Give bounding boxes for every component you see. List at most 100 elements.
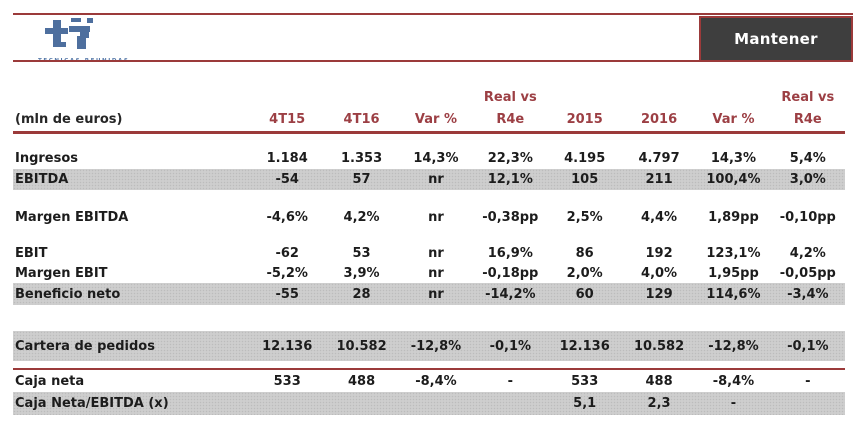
row-spacer [13, 190, 845, 207]
cell: 4,0% [641, 265, 678, 281]
cell: -0,1% [787, 338, 829, 354]
rating-badge: Mantener [699, 16, 853, 62]
cell: 1,89pp [708, 210, 759, 225]
cell: -5,2% [266, 265, 308, 281]
section-divider [13, 368, 845, 370]
cell: 488 [645, 373, 673, 389]
cell: 123,1% [706, 245, 761, 261]
company-logo: TECNICAS REUNIDAS [38, 17, 148, 64]
table-row-beneficio-neto: Beneficio neto -55 28 nr -14,2% 60 129 1… [13, 283, 845, 305]
cell: nr [428, 210, 444, 225]
cell: 2,5% [566, 210, 603, 225]
cell: 5,4% [789, 151, 826, 166]
row-label: Cartera de pedidos [15, 338, 155, 354]
cell: 4,2% [343, 210, 380, 225]
column-header: 2015 [566, 112, 603, 127]
table-row-ebit: EBIT -62 53 nr 16,9% 86 192 123,1% 4,2% [13, 243, 845, 263]
cell: 60 [575, 286, 594, 302]
cell: -4,6% [266, 210, 308, 225]
logo-divider [13, 60, 699, 62]
table-row-ebitda: EBITDA -54 57 nr 12,1% 105 211 100,4% 3,… [13, 169, 845, 190]
table-subheader-row: Real vs Real vs [13, 87, 845, 108]
cell: 3,9% [343, 265, 380, 281]
cell: 1.353 [341, 151, 383, 166]
cell: 14,3% [413, 151, 459, 166]
cell: -0,05pp [779, 265, 836, 281]
row-spacer [13, 228, 845, 243]
cell: 12.136 [559, 338, 610, 354]
cell: -8,4% [415, 373, 457, 389]
row-label: Caja neta [15, 373, 85, 389]
table-header-row: (mln de euros) 4T15 4T16 Var % R4e 2015 … [13, 108, 845, 134]
column-header: 4T16 [343, 112, 380, 127]
cell: 3,0% [789, 172, 826, 187]
cell: nr [428, 286, 444, 302]
cell: 192 [645, 245, 673, 261]
cell: -12,8% [708, 338, 759, 354]
top-divider [13, 13, 853, 15]
cell: 4.797 [638, 151, 680, 166]
cell: 5,1 [573, 396, 597, 411]
column-header: R4e [496, 112, 525, 127]
cell: 1.184 [266, 151, 308, 166]
row-label: EBIT [15, 245, 48, 261]
cell: -54 [275, 172, 299, 187]
row-label: Margen EBITDA [15, 210, 129, 225]
cell: 28 [352, 286, 371, 302]
cell: 1,95pp [708, 265, 759, 281]
cell: 2,3 [647, 396, 671, 411]
column-header: 4T15 [269, 112, 306, 127]
cell: nr [428, 265, 444, 281]
column-header: Var % [414, 112, 457, 127]
cell: -3,4% [787, 286, 829, 302]
tr-monogram-icon [45, 18, 93, 49]
cell: 4,4% [641, 210, 678, 225]
row-label: Beneficio neto [15, 286, 121, 302]
cell: - [805, 373, 811, 389]
row-spacer [13, 134, 845, 148]
row-label: Ingresos [15, 151, 79, 166]
cell: 10.582 [336, 338, 387, 354]
cell: 488 [347, 373, 376, 389]
cell: 105 [571, 172, 599, 187]
cell: - [507, 373, 514, 389]
cell: nr [428, 245, 444, 261]
table-row-caja-neta-ebitda: Caja Neta/EBITDA (x) 5,1 2,3 - [13, 392, 845, 415]
cell: 211 [645, 172, 673, 187]
table-row-ingresos: Ingresos 1.184 1.353 14,3% 22,3% 4.195 4… [13, 148, 845, 169]
cell: -0,38pp [482, 210, 539, 225]
cell: -0,10pp [779, 210, 836, 225]
cell: 4.195 [564, 151, 606, 166]
cell: 16,9% [487, 245, 533, 261]
cell: 2,0% [566, 265, 603, 281]
cell: nr [428, 172, 444, 187]
row-spacer [13, 305, 845, 331]
cell: 12.136 [262, 338, 313, 354]
cell: -12,8% [410, 338, 462, 354]
cell: 86 [575, 245, 594, 261]
cell: 533 [273, 373, 301, 389]
cell: - [730, 396, 737, 411]
cell: -0,1% [489, 338, 532, 354]
cell: -55 [275, 286, 299, 302]
cell: 114,6% [706, 286, 761, 302]
financial-table: Real vs Real vs (mln de euros) 4T15 4T16… [13, 87, 845, 415]
real-vs-label: Real vs [483, 90, 537, 105]
column-header: 2016 [640, 112, 678, 127]
cell: 4,2% [789, 245, 826, 261]
cell: 53 [352, 245, 371, 261]
row-label: Caja Neta/EBITDA (x) [15, 396, 169, 411]
row-spacer [13, 361, 845, 368]
cell: 57 [352, 172, 371, 187]
table-row-cartera-pedidos: Cartera de pedidos 12.136 10.582 -12,8% … [13, 331, 845, 361]
row-label: Margen EBIT [15, 265, 108, 281]
cell: 100,4% [706, 172, 761, 187]
cell: 12,1% [487, 172, 533, 187]
cell: -62 [275, 245, 299, 261]
column-header: R4e [793, 112, 822, 127]
cell: 22,3% [487, 151, 533, 166]
table-row-margen-ebit: Margen EBIT -5,2% 3,9% nr -0,18pp 2,0% 4… [13, 263, 845, 283]
table-row-margen-ebitda: Margen EBITDA -4,6% 4,2% nr -0,38pp 2,5%… [13, 207, 845, 228]
column-header: Var % [712, 112, 755, 127]
